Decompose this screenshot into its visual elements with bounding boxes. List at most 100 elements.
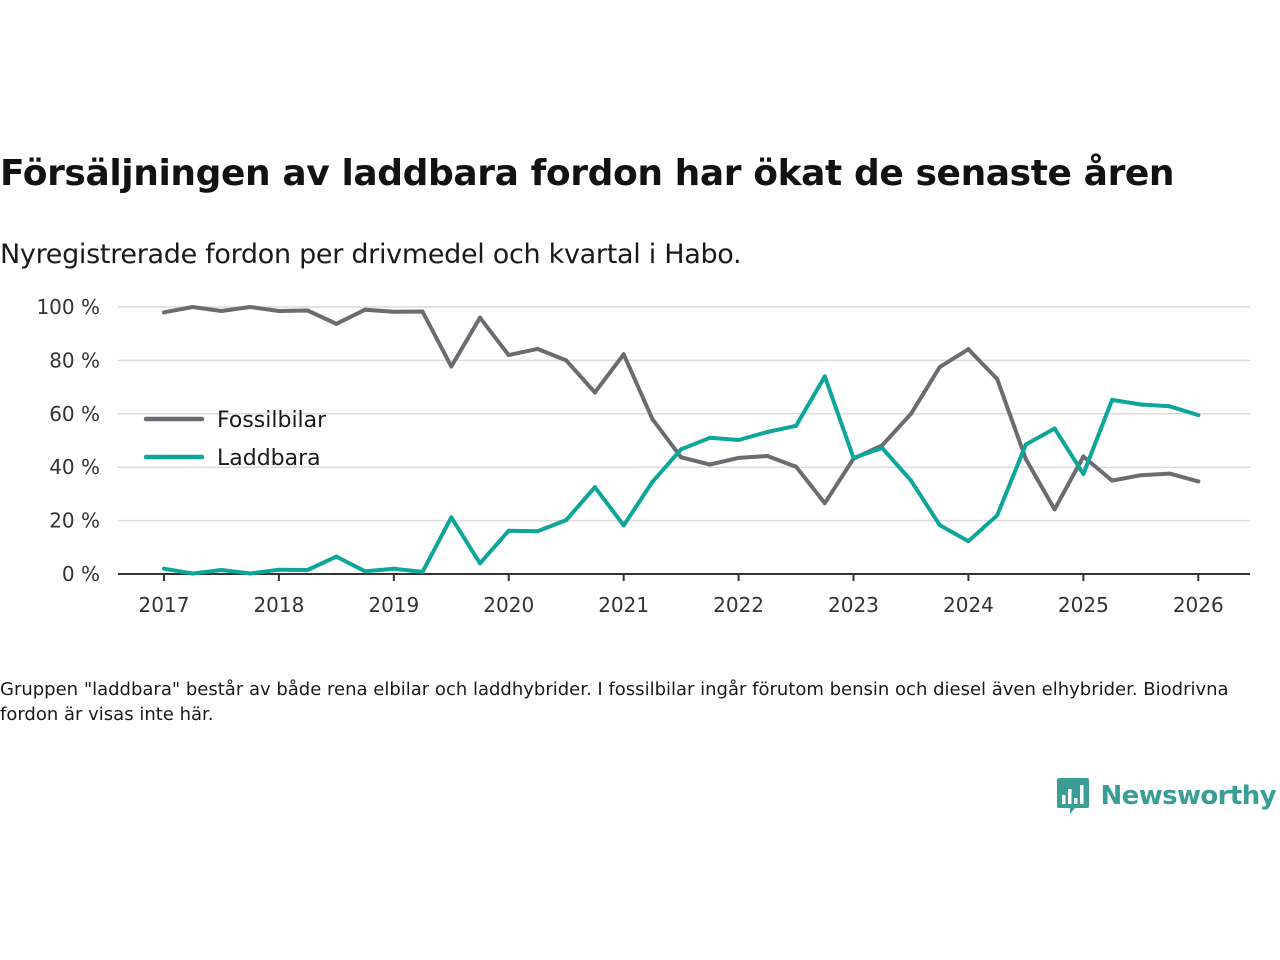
brand-logo: Newsworthy	[1055, 776, 1277, 816]
data-point-fossilbilar	[937, 365, 942, 370]
chart-subtitle: Nyregistrerade fordon per drivmedel och …	[0, 239, 742, 270]
data-point-fossilbilar	[1138, 473, 1143, 478]
data-point-fossilbilar	[391, 309, 396, 314]
y-tick-label: 0 %	[62, 562, 100, 586]
chart-title: Försäljningen av laddbara fordon har öka…	[0, 153, 1175, 194]
data-point-laddbara	[1110, 397, 1115, 402]
data-point-laddbara	[592, 485, 597, 490]
data-point-fossilbilar	[190, 305, 195, 309]
data-point-fossilbilar	[248, 305, 253, 309]
y-tick-label: 100 %	[36, 295, 100, 319]
data-point-fossilbilar	[276, 309, 281, 314]
data-point-fossilbilar	[363, 307, 368, 312]
data-point-laddbara	[305, 567, 310, 572]
x-tick-label: 2026	[1173, 593, 1224, 617]
x-tick-label: 2019	[368, 593, 419, 617]
footnote: Gruppen "laddbara" består av både rena e…	[0, 679, 1229, 725]
legend: Fossilbilar Laddbara	[143, 408, 327, 471]
y-axis-ticks: 0 % 20 % 40 % 60 % 80 % 100 %	[36, 295, 100, 586]
data-point-fossilbilar	[1196, 479, 1201, 484]
data-point-fossilbilar	[161, 310, 166, 315]
data-point-fossilbilar	[765, 453, 770, 458]
data-point-laddbara	[794, 423, 799, 428]
data-point-laddbara	[966, 539, 971, 544]
data-point-fossilbilar	[995, 377, 1000, 382]
data-point-laddbara	[621, 523, 626, 528]
data-point-fossilbilar	[1023, 457, 1028, 462]
data-point-laddbara	[391, 566, 396, 571]
data-point-fossilbilar	[621, 352, 626, 357]
data-point-fossilbilar	[736, 455, 741, 460]
x-tick-label: 2018	[253, 593, 304, 617]
data-point-fossilbilar	[506, 353, 511, 358]
data-point-laddbara	[564, 518, 569, 523]
x-tick-label: 2020	[483, 593, 534, 617]
gridlines	[118, 306, 1250, 522]
line-chart: 0 % 20 % 40 % 60 % 80 % 100 % 2017 2018 2019 202…	[36, 295, 1250, 617]
data-point-laddbara	[736, 437, 741, 442]
data-point-laddbara	[650, 479, 655, 484]
data-point-laddbara	[908, 478, 913, 483]
data-point-laddbara	[334, 554, 339, 559]
data-point-laddbara	[1138, 402, 1143, 407]
data-point-laddbara	[765, 429, 770, 434]
data-point-laddbara	[1081, 471, 1086, 476]
data-point-fossilbilar	[592, 390, 597, 395]
data-point-fossilbilar	[908, 411, 913, 416]
data-point-laddbara	[1052, 426, 1057, 431]
x-axis: 2017 2018 2019 2020 2021 2022 2023 2024 2025 2026	[118, 573, 1250, 617]
data-point-laddbara	[420, 569, 425, 574]
y-tick-label: 60 %	[49, 402, 100, 426]
data-point-fossilbilar	[449, 364, 454, 369]
series-lines	[161, 305, 1201, 576]
data-point-laddbara	[506, 528, 511, 533]
x-tick-label: 2024	[943, 593, 994, 617]
data-point-laddbara	[679, 447, 684, 452]
data-point-laddbara	[478, 561, 483, 566]
data-point-fossilbilar	[707, 462, 712, 467]
data-point-laddbara	[161, 566, 166, 571]
legend-label-laddbara: Laddbara	[217, 446, 321, 471]
data-point-fossilbilar	[1110, 478, 1115, 483]
data-point-laddbara	[880, 445, 885, 450]
y-tick-label: 40 %	[49, 455, 100, 479]
data-point-laddbara	[1196, 413, 1201, 418]
data-point-fossilbilar	[478, 315, 483, 320]
data-point-laddbara	[449, 515, 454, 520]
data-point-laddbara	[995, 513, 1000, 518]
data-point-fossilbilar	[219, 309, 224, 314]
brand-name: Newsworthy	[1100, 781, 1277, 811]
data-point-fossilbilar	[334, 321, 339, 326]
data-point-fossilbilar	[1052, 507, 1057, 512]
data-point-fossilbilar	[679, 455, 684, 460]
data-point-laddbara	[190, 571, 195, 576]
newsworthy-logo-icon	[1056, 778, 1089, 814]
data-point-fossilbilar	[650, 417, 655, 422]
data-point-laddbara	[219, 567, 224, 572]
data-point-laddbara	[276, 567, 281, 572]
data-point-laddbara	[363, 569, 368, 574]
data-point-laddbara	[822, 374, 827, 379]
data-point-fossilbilar	[564, 358, 569, 363]
data-point-fossilbilar	[535, 346, 540, 351]
x-tick-label: 2022	[713, 593, 764, 617]
y-tick-label: 80 %	[49, 348, 100, 372]
data-point-laddbara	[851, 455, 856, 460]
data-point-fossilbilar	[1081, 454, 1086, 459]
data-point-laddbara	[1023, 442, 1028, 447]
data-point-fossilbilar	[794, 464, 799, 469]
data-point-fossilbilar	[420, 309, 425, 314]
data-point-laddbara	[1167, 404, 1172, 409]
data-point-fossilbilar	[822, 501, 827, 506]
x-tick-label: 2025	[1058, 593, 1109, 617]
series-line-laddbara	[162, 374, 1201, 576]
data-point-laddbara	[707, 435, 712, 440]
x-tick-label: 2021	[598, 593, 649, 617]
y-tick-label: 20 %	[49, 509, 100, 533]
data-point-laddbara	[248, 571, 253, 576]
data-point-fossilbilar	[966, 347, 971, 352]
legend-label-fossilbilar: Fossilbilar	[217, 408, 327, 433]
x-tick-label: 2017	[139, 593, 190, 617]
data-point-laddbara	[535, 529, 540, 534]
data-point-fossilbilar	[305, 308, 310, 313]
